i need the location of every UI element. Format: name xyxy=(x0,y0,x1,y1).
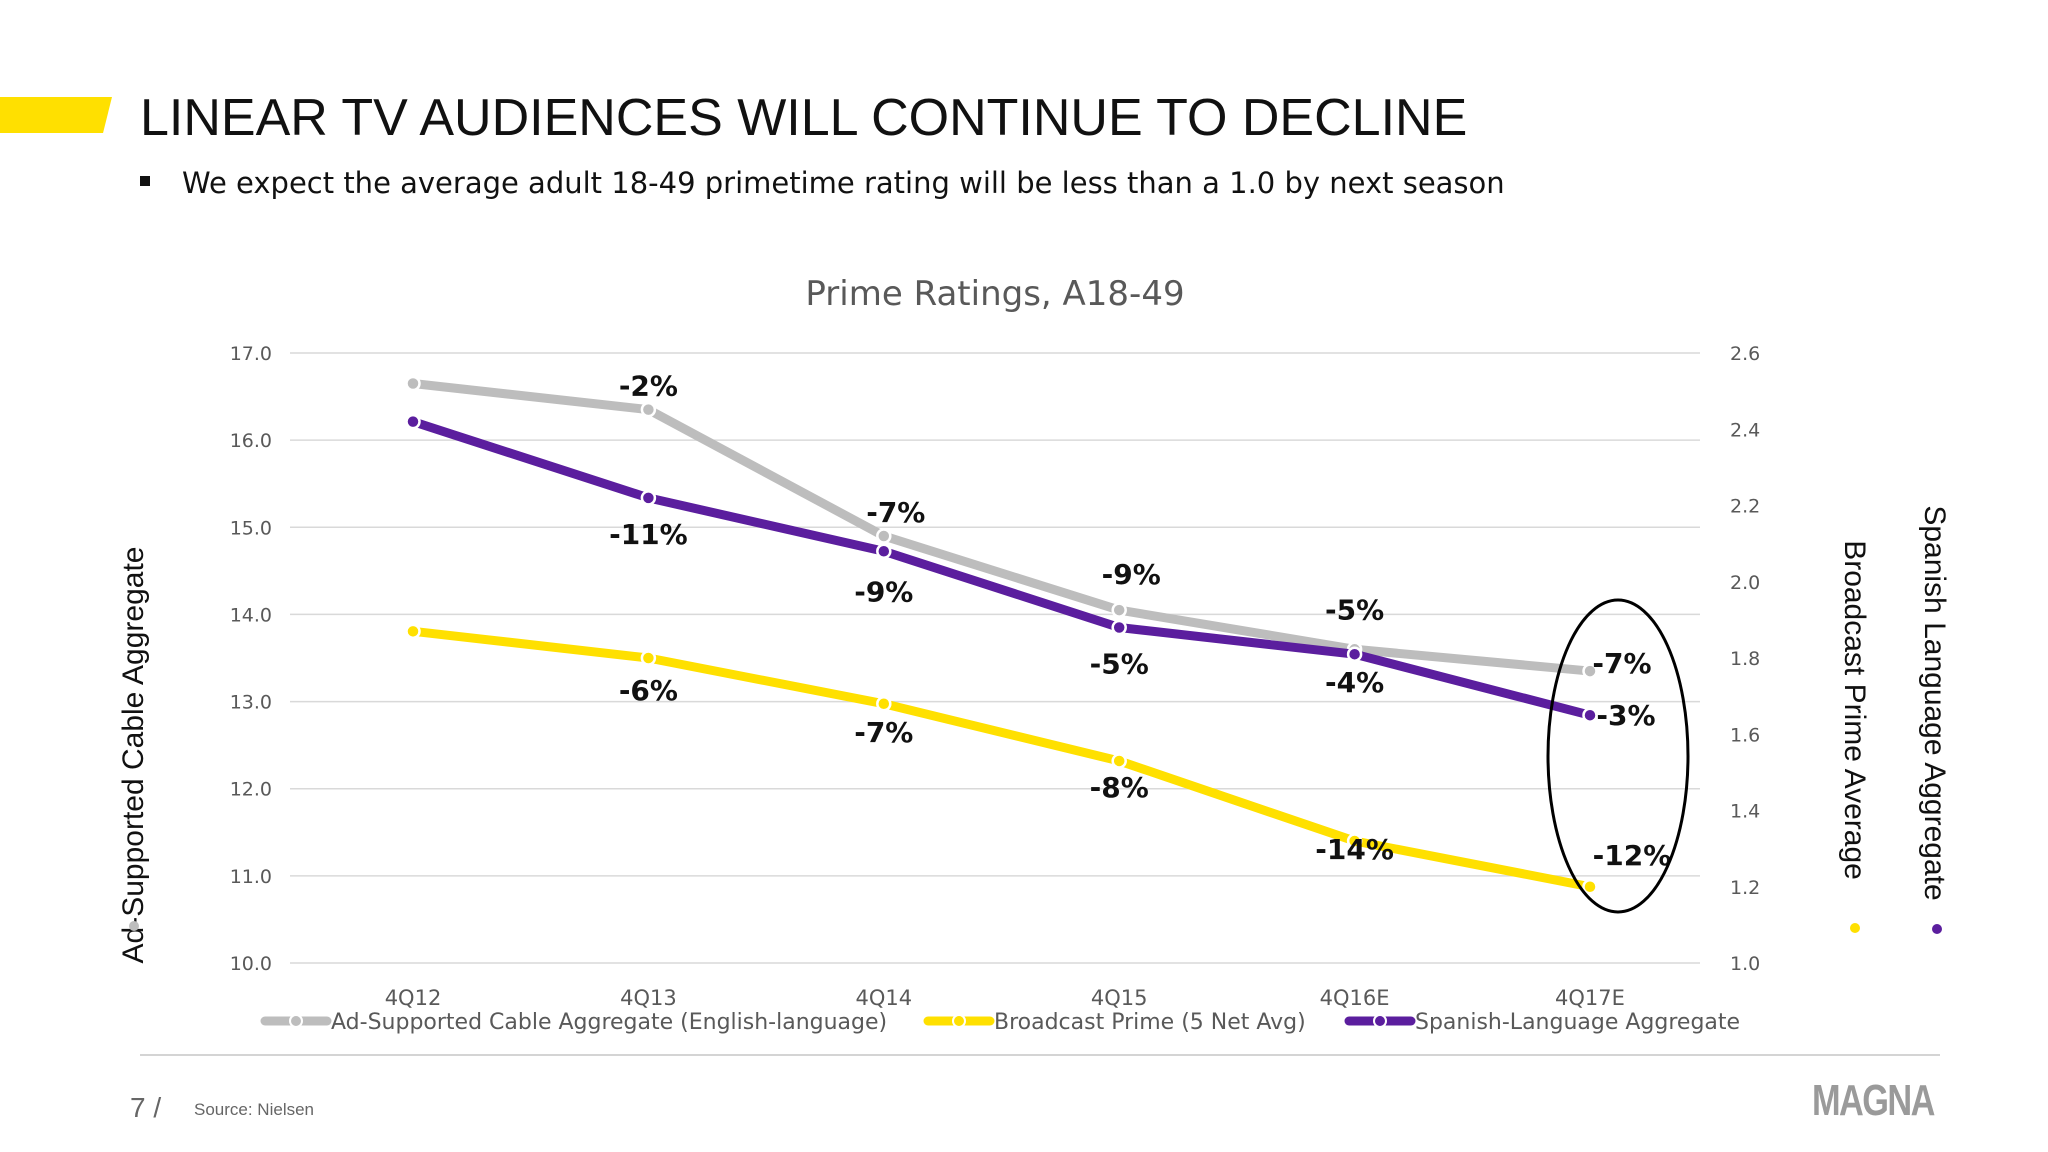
right-axis-title-broadcast: Broadcast Prime Average xyxy=(1838,540,1871,880)
right-axis-tick-label: 1.6 xyxy=(1730,724,1760,746)
data-point xyxy=(1346,833,1363,849)
data-label: -9% xyxy=(1102,558,1161,591)
left-axis-tick-label: 17.0 xyxy=(230,343,272,365)
data-label: -4% xyxy=(1325,666,1384,699)
data-point xyxy=(876,543,892,559)
data-label: -7% xyxy=(1592,647,1651,680)
x-axis-tick-label: 4Q12 xyxy=(385,986,442,1010)
data-point xyxy=(1582,663,1598,679)
data-point xyxy=(876,696,892,712)
right-axis-tick-label: 1.0 xyxy=(1730,953,1760,975)
right-axis-tick-label: 2.4 xyxy=(1730,419,1760,441)
data-label: -12% xyxy=(1593,839,1672,872)
data-label: -11% xyxy=(609,518,688,551)
right-axis-tick-label: 2.6 xyxy=(1730,343,1760,365)
data-label: -7% xyxy=(866,496,925,529)
data-point xyxy=(405,413,421,430)
data-point xyxy=(1582,879,1598,895)
data-point xyxy=(640,401,657,418)
legend-label: Spanish-Language Aggregate xyxy=(1415,1010,1740,1035)
data-label: -14% xyxy=(1315,833,1394,866)
left-axis-tick-label: 14.0 xyxy=(230,604,272,626)
legend-label: Ad-Supported Cable Aggregate (English-la… xyxy=(331,1010,887,1035)
series-line xyxy=(408,417,1595,720)
left-axis-tick-label: 10.0 xyxy=(230,953,272,975)
accent-bar xyxy=(0,97,112,133)
left-axis-tick-label: 13.0 xyxy=(230,692,272,714)
right-axis-tick-label: 2.2 xyxy=(1730,496,1760,518)
data-point xyxy=(1346,646,1363,662)
magna-logo: MAGNA xyxy=(1812,1076,1935,1125)
data-point xyxy=(640,650,657,666)
data-label: -6% xyxy=(619,674,678,707)
bullet-point: We expect the average adult 18-49 primet… xyxy=(140,166,1505,200)
right-axis-tick-label: 2.0 xyxy=(1730,572,1760,594)
left-axis-tick-label: 12.0 xyxy=(230,779,272,801)
legend-swatch-dot xyxy=(952,1014,966,1028)
left-axis-tick-label: 16.0 xyxy=(230,430,272,452)
data-point xyxy=(405,375,421,392)
data-point xyxy=(1111,602,1127,618)
data-label: -5% xyxy=(1090,648,1149,681)
legend-swatch-dot xyxy=(1373,1014,1387,1028)
left-axis-marker xyxy=(129,921,139,931)
data-point xyxy=(1582,707,1598,723)
bullet-text: We expect the average adult 18-49 primet… xyxy=(182,166,1505,200)
data-label: -7% xyxy=(854,716,913,749)
chart-title: Prime Ratings, A18-49 xyxy=(805,274,1184,314)
footer-divider xyxy=(140,1054,1940,1056)
series-line xyxy=(408,626,1595,892)
left-axis-tick-label: 11.0 xyxy=(230,866,272,888)
right-axis-tick-label: 1.4 xyxy=(1730,801,1760,823)
left-axis-title: Ad-Supported Cable Aggregate xyxy=(117,547,150,964)
data-label: -8% xyxy=(1090,771,1149,804)
right-axis-tick-label: 1.2 xyxy=(1730,877,1760,899)
slide-title: LINEAR TV AUDIENCES WILL CONTINUE TO DEC… xyxy=(140,89,1468,147)
x-axis-tick-label: 4Q13 xyxy=(620,986,677,1010)
data-point xyxy=(1111,753,1127,769)
x-axis-tick-label: 4Q17E xyxy=(1555,986,1625,1010)
x-axis-tick-label: 4Q14 xyxy=(855,986,912,1010)
data-point xyxy=(405,623,421,640)
right-axis-title-spanish: Spanish Language Aggregate xyxy=(1918,505,1951,900)
page-number: 7 / xyxy=(130,1092,162,1123)
right-axis-marker-broadcast xyxy=(1850,923,1860,933)
legend-swatch-dot xyxy=(289,1014,303,1028)
data-label: -5% xyxy=(1325,593,1384,626)
x-axis-tick-label: 4Q15 xyxy=(1091,986,1148,1010)
right-axis-tick-label: 1.8 xyxy=(1730,648,1760,670)
data-label: -2% xyxy=(619,370,678,403)
right-axis-marker-spanish xyxy=(1932,924,1942,934)
data-point xyxy=(1111,619,1127,636)
data-label: -9% xyxy=(854,575,913,608)
series-line xyxy=(408,379,1595,676)
data-label: -3% xyxy=(1596,699,1655,732)
bullet-square-icon xyxy=(140,176,150,186)
x-axis-tick-label: 4Q16E xyxy=(1320,986,1390,1010)
data-point xyxy=(640,490,657,506)
source-note: Source: Nielsen xyxy=(194,1100,315,1119)
data-point xyxy=(876,528,892,544)
legend-label: Broadcast Prime (5 Net Avg) xyxy=(994,1010,1306,1035)
highlight-ellipse xyxy=(1546,598,1690,914)
left-axis-tick-label: 15.0 xyxy=(230,517,272,539)
